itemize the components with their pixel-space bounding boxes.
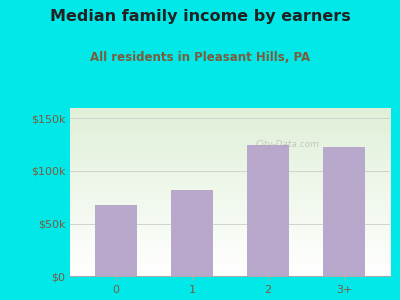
- Text: City-Data.com: City-Data.com: [256, 140, 320, 149]
- Text: All residents in Pleasant Hills, PA: All residents in Pleasant Hills, PA: [90, 51, 310, 64]
- Bar: [95, 205, 137, 276]
- Text: Median family income by earners: Median family income by earners: [50, 9, 350, 24]
- Bar: [247, 145, 289, 276]
- Bar: [323, 147, 365, 276]
- Bar: [171, 190, 213, 276]
